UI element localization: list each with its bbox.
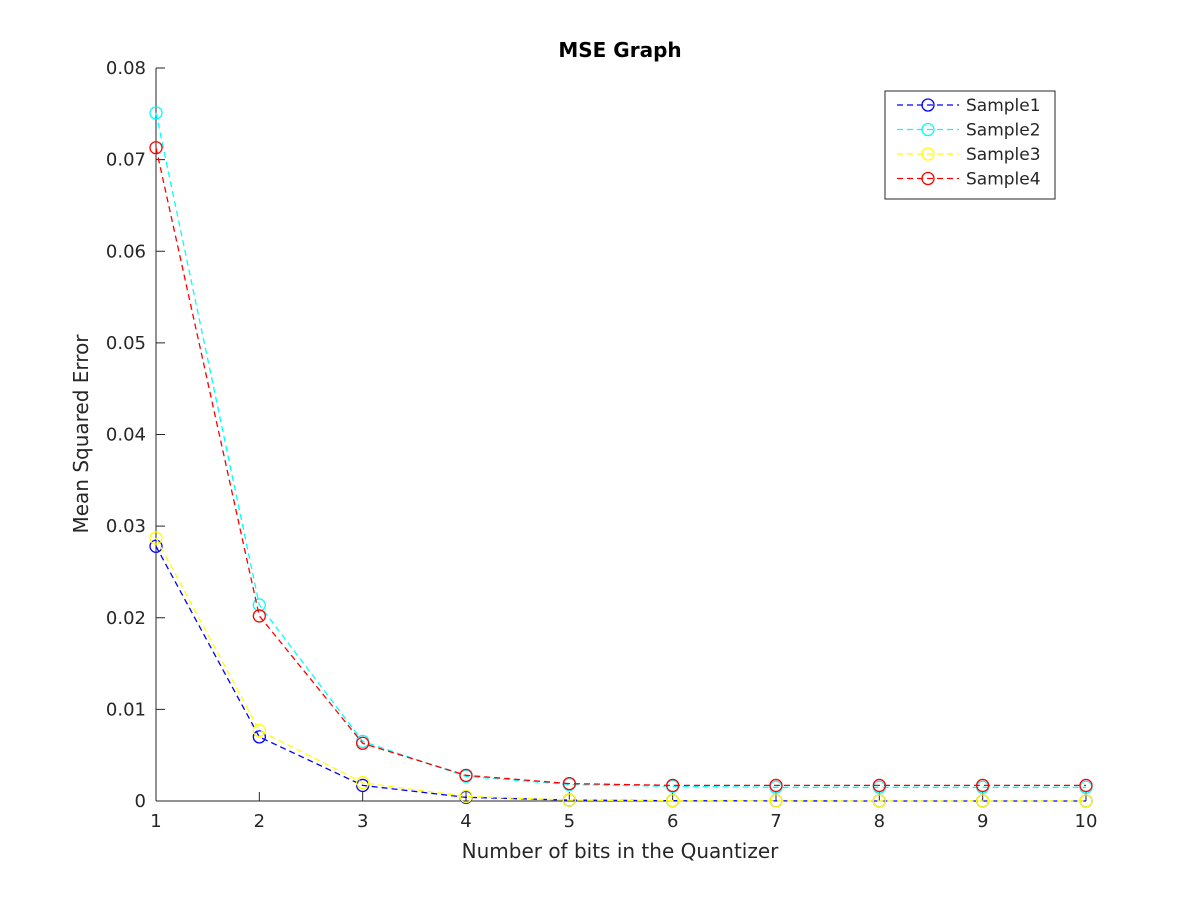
legend-item: Sample3 [897, 145, 1041, 165]
data-point [252, 609, 266, 623]
x-tick-label: 8 [874, 811, 885, 832]
legend-marker [921, 98, 935, 112]
x-tick-label: 2 [254, 811, 265, 832]
data-point [252, 723, 266, 738]
axes: 1 2 3 4 5 6 7 8 9 10 0 0.01 0.02 0.03 0.04 0.05 0.06 0.07… [106, 58, 1098, 832]
y-tick-label: 0.05 [106, 333, 146, 354]
x-tick-label: 5 [564, 811, 575, 832]
y-tick-label: 0.01 [106, 699, 146, 720]
y-tick-label: 0.02 [106, 608, 146, 629]
data-point [149, 106, 163, 120]
legend-box [884, 90, 1056, 200]
data-point [562, 793, 576, 807]
data-point [872, 778, 886, 793]
data-point [252, 730, 266, 744]
chart-title: MSE Graph [558, 38, 681, 62]
data-point [252, 598, 266, 612]
data-point [459, 768, 473, 782]
x-tick-label: 1 [150, 811, 161, 832]
series-4 [149, 141, 1093, 793]
data-point [149, 141, 163, 155]
x-tick-label: 10 [1075, 811, 1098, 832]
data-point [976, 794, 990, 808]
y-tick-label: 0.07 [106, 150, 146, 171]
series-2 [149, 106, 1093, 794]
legend-marker [921, 122, 935, 137]
series-line [155, 147, 1086, 787]
legend-item: Sample1 [897, 96, 1041, 116]
data-point [562, 776, 576, 791]
data-point [666, 778, 680, 793]
x-tick-label: 9 [977, 811, 988, 832]
series-line [155, 112, 1086, 788]
data-point [769, 778, 783, 793]
legend-item: Sample4 [897, 170, 1041, 190]
data-point [149, 539, 163, 553]
legend-marker [921, 147, 935, 161]
y-tick-label: 0 [135, 791, 146, 812]
legend-label: Sample3 [966, 145, 1041, 165]
legend-marker [921, 171, 935, 186]
data-point [1079, 794, 1093, 808]
series-line [155, 545, 1086, 802]
x-tick-label: 6 [667, 811, 678, 832]
x-tick-label: 4 [460, 811, 471, 832]
series-line [155, 537, 1086, 802]
legend-item: Sample2 [897, 121, 1041, 141]
y-tick-label: 0.08 [106, 58, 146, 79]
plot-series [149, 106, 1093, 808]
data-point [356, 776, 370, 790]
legend-label: Sample4 [966, 170, 1041, 190]
series-1 [149, 539, 1093, 808]
legend: Sample1 Sample2 Sample3 Sample4 [884, 90, 1056, 200]
data-point [1079, 778, 1093, 793]
series-3 [149, 531, 1093, 808]
legend-label: Sample2 [966, 121, 1041, 141]
y-axis-label: Mean Squared Error [69, 334, 93, 534]
data-point [356, 736, 370, 750]
x-tick-label: 3 [357, 811, 368, 832]
data-point [459, 789, 473, 804]
y-tick-label: 0.03 [106, 516, 146, 537]
y-tick-label: 0.04 [106, 425, 146, 446]
data-point [976, 778, 990, 793]
data-point [769, 794, 783, 808]
data-point [149, 531, 163, 545]
data-point [666, 794, 680, 808]
legend-label: Sample1 [966, 96, 1041, 116]
x-axis-label: Number of bits in the Quantizer [462, 839, 780, 863]
data-point [872, 794, 886, 808]
x-tick-label: 7 [770, 811, 781, 832]
y-tick-label: 0.06 [106, 241, 146, 262]
